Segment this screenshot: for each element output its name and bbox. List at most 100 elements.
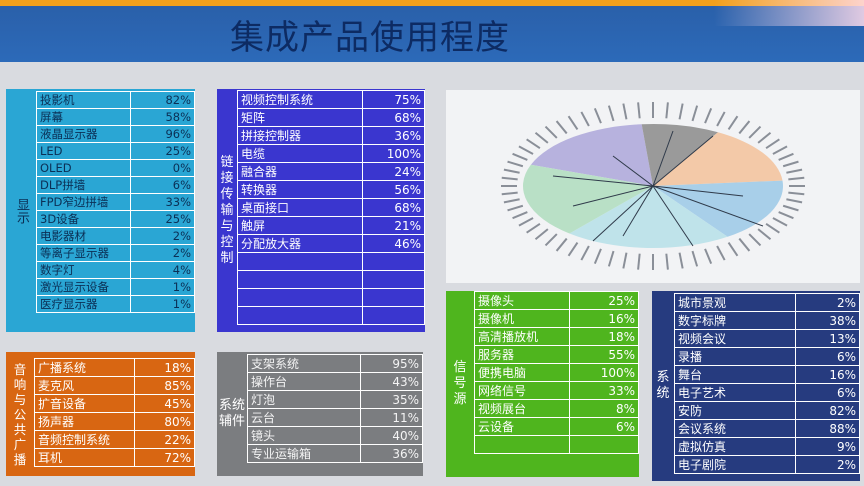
radial-tick [786, 198, 803, 204]
link-table: 视频控制系统 75% 矩阵 68% 拼接控制器 36% 电缆 100% 融合器 24% 转换器 56%… [236, 90, 425, 325]
radial-tick [704, 108, 713, 124]
radial-tick [691, 105, 699, 122]
signal-row [473, 435, 639, 454]
radial-tick [544, 125, 558, 139]
link-label: 链接传输与控制 [217, 89, 237, 332]
audio-label-text: 音响与公共广播 [13, 361, 27, 467]
radial-link [552, 175, 654, 187]
system-row: 录播 6% [673, 347, 860, 366]
system-item-value: 9% [795, 437, 860, 456]
signal-row: 网络信号 33% [473, 381, 639, 400]
link-row: 矩阵 68% [236, 108, 425, 127]
system-label: 系统 [652, 291, 674, 481]
system-item-value: 38% [795, 311, 860, 330]
link-item-name: 分配放大器 [236, 234, 364, 253]
system-item-name: 安防 [673, 401, 797, 420]
aux-item-name: 灯泡 [246, 390, 362, 409]
system-row: 视频会议 13% [673, 329, 860, 348]
radial-tick [778, 211, 794, 220]
system-item-value: 2% [795, 455, 860, 474]
radial-tick [501, 191, 518, 196]
radial-link [652, 130, 674, 187]
radial-tick [691, 250, 699, 267]
aux-item-name: 镜头 [246, 426, 362, 445]
system-item-name: 电子剧院 [673, 455, 797, 474]
link-row [236, 252, 425, 271]
display-item-value: 6% [129, 176, 196, 194]
display-item-value: 1% [129, 295, 196, 313]
link-item-name [236, 306, 364, 325]
link-item-name [236, 252, 364, 271]
display-item-name: 液晶显示器 [36, 125, 131, 143]
radial-sector [653, 132, 783, 186]
system-row: 舞台 16% [673, 365, 860, 384]
signal-item-name: 摄像头 [473, 291, 571, 310]
link-item-name: 电缆 [236, 144, 364, 163]
radial-tick [772, 217, 788, 227]
signal-row: 摄像头 25% [473, 291, 639, 310]
link-item-name: 融合器 [236, 162, 364, 181]
signal-item-value: 33% [569, 381, 639, 400]
signal-item-name: 摄像机 [473, 309, 571, 328]
aux-item-value: 36% [360, 444, 423, 463]
display-item-value: 2% [129, 244, 196, 262]
link-item-value: 68% [362, 198, 425, 217]
display-item-value: 25% [129, 142, 196, 160]
system-item-value: 88% [795, 419, 860, 438]
link-row: 转换器 56% [236, 180, 425, 199]
system-item-name: 录播 [673, 347, 797, 366]
system-row: 会议系统 88% [673, 419, 860, 438]
signal-item-name: 高清播放机 [473, 327, 571, 346]
system-item-name: 舞台 [673, 365, 797, 384]
radial-tick [622, 252, 628, 269]
display-row: LED 25% [36, 142, 196, 160]
audio-row: 扬声器 80% [34, 412, 196, 431]
system-item-name: 数字标牌 [673, 311, 797, 330]
radial-tick [503, 168, 520, 174]
radial-link [652, 185, 694, 247]
link-row: 桌面接口 68% [236, 198, 425, 217]
audio-item-value: 72% [133, 448, 196, 467]
audio-item-value: 85% [133, 376, 196, 395]
radial-tick [607, 250, 615, 267]
radial-tick [704, 248, 713, 264]
link-row: 电缆 100% [236, 144, 425, 163]
audio-row: 广播系统 18% [34, 358, 196, 377]
aux-label: 系统辅件 [217, 352, 247, 476]
system-row: 安防 82% [673, 401, 860, 420]
display-item-value: 58% [129, 108, 196, 126]
link-row [236, 270, 425, 289]
system-item-name: 虚拟仿真 [673, 437, 797, 456]
audio-item-name: 耳机 [34, 448, 135, 467]
radial-tick [765, 138, 780, 150]
radial-tick [512, 211, 528, 220]
system-item-name: 电子艺术 [673, 383, 797, 402]
display-item-name: 投影机 [36, 91, 131, 109]
radial-link [622, 185, 654, 237]
aux-item-value: 95% [360, 354, 423, 373]
display-item-value: 2% [129, 227, 196, 245]
signal-row: 服务器 55% [473, 345, 639, 364]
display-panel: 显示 投影机 82% 屏幕 58% 液晶显示器 96% LED 25% OLED 0% DLP拼墙 6… [6, 89, 196, 332]
link-row: 视频控制系统 75% [236, 90, 425, 109]
radial-tick [637, 102, 641, 119]
link-row: 触屏 21% [236, 216, 425, 235]
link-item-name: 视频控制系统 [236, 90, 364, 109]
aux-row: 支架系统 95% [246, 354, 423, 373]
radial-tick [622, 103, 628, 120]
radial-tick [507, 204, 524, 212]
display-item-name: 数字灯 [36, 261, 131, 279]
aux-item-name: 操作台 [246, 372, 362, 391]
radial-tick [526, 222, 541, 234]
signal-item-value: 25% [569, 291, 639, 310]
signal-row: 便携电脑 100% [473, 363, 639, 382]
radial-tick [716, 245, 726, 261]
aux-item-name: 支架系统 [246, 354, 362, 373]
signal-row: 摄像机 16% [473, 309, 639, 328]
radial-tick [748, 233, 762, 247]
radial-chart [501, 102, 805, 270]
signal-label-text: 信号源 [453, 360, 467, 407]
system-panel: 系统 城市景观 2% 数字标牌 38% 视频会议 13% 录播 6% 舞台 16% 电子艺术 6% 安防… [652, 291, 860, 481]
aux-row: 操作台 43% [246, 372, 423, 391]
radial-tick [727, 115, 739, 131]
